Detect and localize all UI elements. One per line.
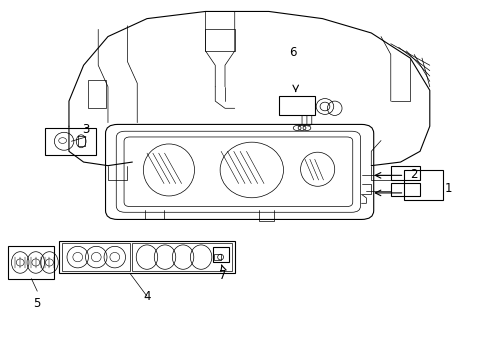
Bar [88, 80, 105, 108]
Bar [278, 96, 315, 116]
Bar [8, 246, 54, 279]
Bar [132, 243, 232, 271]
Bar [390, 183, 419, 196]
Text: 2: 2 [409, 168, 417, 181]
Text: 1: 1 [444, 183, 451, 195]
Bar [214, 254, 221, 260]
Text: 6: 6 [289, 46, 296, 59]
Bar [205, 30, 234, 51]
Bar [62, 243, 130, 271]
Bar [212, 247, 228, 262]
Bar [404, 170, 443, 200]
Bar [59, 241, 234, 273]
Text: 5: 5 [34, 297, 41, 310]
Text: 4: 4 [143, 290, 150, 303]
Text: 3: 3 [82, 123, 89, 136]
Text: 7: 7 [218, 269, 226, 282]
Bar [44, 128, 96, 155]
Bar [390, 166, 419, 180]
